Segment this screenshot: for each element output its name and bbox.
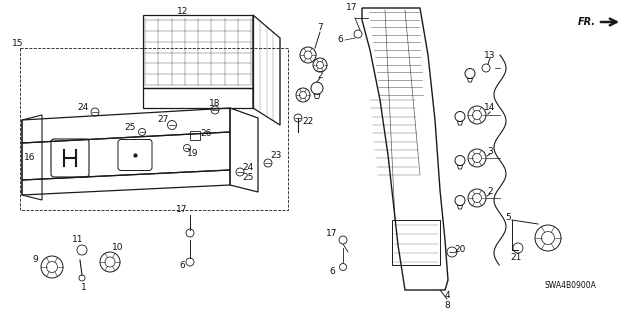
Text: 4: 4: [444, 291, 450, 300]
Text: 15: 15: [12, 39, 24, 48]
Text: 6: 6: [337, 35, 343, 44]
Text: 24: 24: [243, 162, 253, 172]
Text: 17: 17: [346, 4, 358, 12]
Text: 25: 25: [243, 174, 253, 182]
Text: 11: 11: [72, 235, 84, 244]
Text: 17: 17: [176, 205, 188, 214]
Bar: [392, 220, 440, 265]
Text: 22: 22: [302, 117, 314, 127]
Text: FR.: FR.: [578, 17, 596, 27]
Text: 3: 3: [487, 146, 493, 155]
Text: 5: 5: [505, 213, 511, 222]
Text: 24: 24: [77, 102, 88, 112]
Text: 18: 18: [209, 99, 221, 108]
Text: 27: 27: [157, 115, 169, 124]
Text: 8: 8: [444, 301, 450, 310]
Text: 17: 17: [326, 228, 338, 238]
Text: 23: 23: [270, 151, 282, 160]
Text: 9: 9: [32, 256, 38, 264]
Text: 19: 19: [188, 149, 199, 158]
Bar: [190, 130, 200, 139]
Text: 10: 10: [112, 242, 124, 251]
Text: 16: 16: [24, 153, 36, 162]
Text: 2: 2: [317, 70, 323, 79]
Text: 13: 13: [484, 50, 496, 60]
Text: 12: 12: [177, 6, 189, 16]
Text: 20: 20: [454, 246, 466, 255]
Text: 2: 2: [487, 187, 493, 196]
Text: 1: 1: [81, 283, 87, 292]
Text: 14: 14: [484, 103, 496, 113]
Text: 21: 21: [510, 254, 522, 263]
Text: 6: 6: [329, 268, 335, 277]
Text: 6: 6: [179, 261, 185, 270]
Text: 25: 25: [124, 123, 136, 132]
Text: SWA4B0900A: SWA4B0900A: [544, 280, 596, 290]
Text: 26: 26: [200, 129, 212, 137]
Text: 7: 7: [317, 24, 323, 33]
